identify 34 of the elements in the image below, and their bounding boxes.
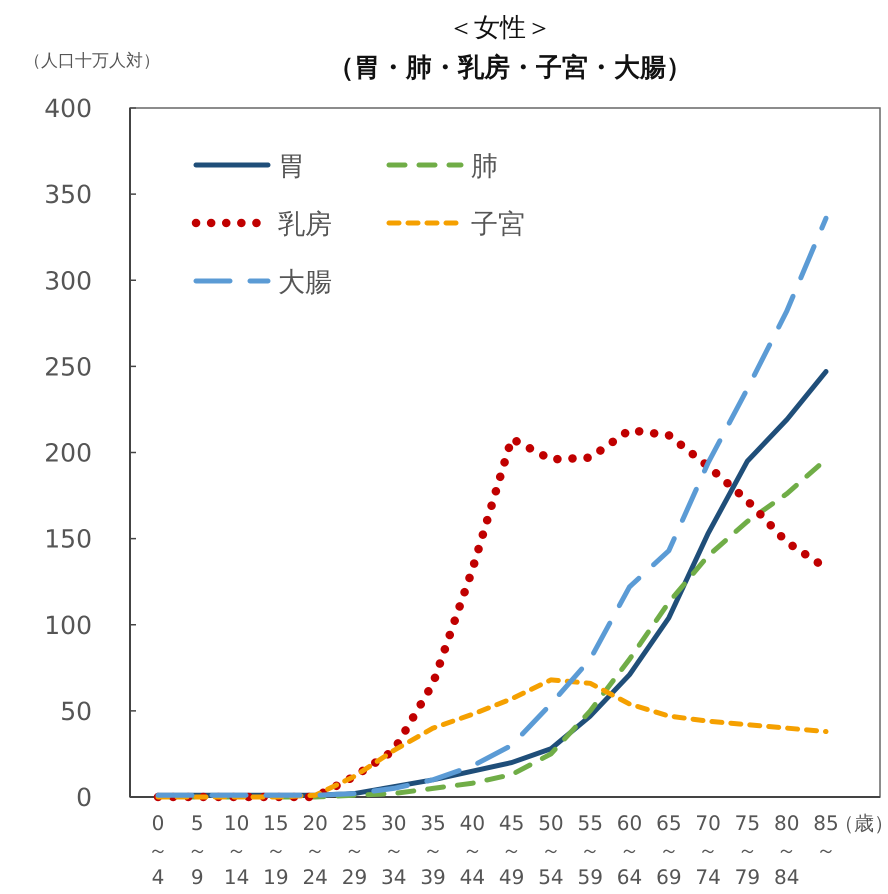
x-tick-label: 80～84: [774, 811, 800, 889]
legend-label: 肺: [471, 151, 498, 182]
x-tick-label: 65～69: [656, 811, 682, 889]
y-tick-label: 400: [44, 94, 92, 123]
legend-label: 子宮: [471, 209, 525, 240]
x-tick-label: 70～74: [695, 811, 721, 889]
y-tick-label: 250: [44, 352, 92, 382]
x-tick-label: 75～79: [734, 811, 760, 889]
y-tick-label: 300: [44, 266, 92, 296]
x-tick-label: 50～54: [538, 811, 564, 889]
y-axis-title: （人口十万人対）: [24, 51, 160, 71]
chart-subtitle: （胃・肺・乳房・子宮・大腸）: [328, 53, 692, 83]
x-tick-label: 20～24: [302, 811, 328, 889]
y-tick-label: 0: [76, 783, 92, 812]
y-tick-label: 350: [44, 180, 92, 210]
x-tick-label: 45～49: [498, 811, 524, 889]
x-tick-label: 5～9: [187, 811, 208, 889]
x-tick-label: 55～59: [578, 811, 603, 889]
x-tick-label: 15～19: [263, 811, 289, 889]
y-tick-label: 100: [44, 610, 92, 640]
y-tick-label: 50: [60, 696, 92, 726]
legend-label: 大腸: [278, 267, 332, 298]
x-tick-label: 10～14: [224, 811, 250, 889]
x-tick-label: 0～4: [148, 811, 168, 889]
legend-label: 乳房: [278, 209, 332, 240]
x-tick-label: 60～64: [616, 811, 642, 889]
x-tick-label: 35～39: [420, 811, 446, 889]
x-tick-label: 30～34: [381, 811, 406, 889]
x-tick-label: 40～44: [460, 811, 486, 889]
chart-title: ＜女性＞: [448, 13, 552, 43]
x-tick-label: 25～29: [342, 811, 368, 889]
y-tick-label: 150: [44, 524, 92, 554]
y-tick-label: 200: [44, 438, 92, 468]
legend-label: 胃: [278, 151, 305, 182]
